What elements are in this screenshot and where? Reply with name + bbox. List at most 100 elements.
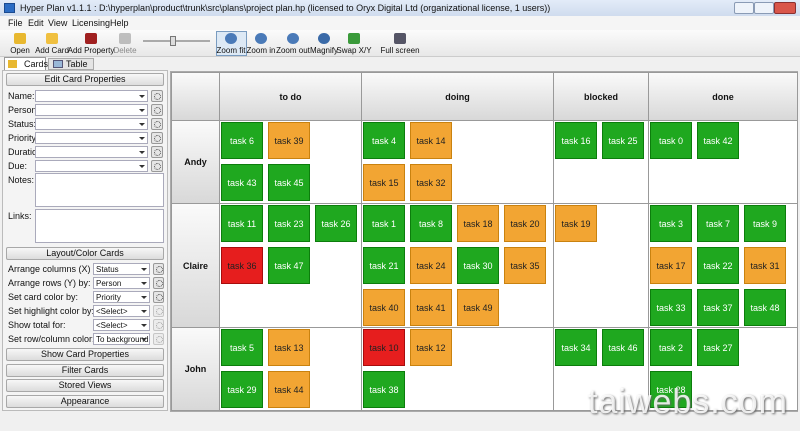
layout-combobox[interactable]: To background [93,333,150,345]
task-card[interactable]: task 9 [744,205,786,242]
field-combobox[interactable] [35,146,148,158]
row-header[interactable]: Andy [171,120,220,204]
task-card[interactable]: task 2 [650,329,692,366]
task-card[interactable]: task 7 [697,205,739,242]
layout-options-button[interactable] [153,277,164,289]
menu-item[interactable]: Licensing [72,18,111,28]
task-card[interactable]: task 44 [268,371,310,408]
layout-options-button[interactable] [153,333,164,345]
field-combobox[interactable] [35,90,148,102]
task-card[interactable]: task 21 [363,247,405,284]
task-card[interactable]: task 13 [268,329,310,366]
task-card[interactable]: task 40 [363,289,405,326]
menu-item[interactable]: View [48,18,68,28]
task-card[interactable]: task 27 [697,329,739,366]
zoom-slider-thumb[interactable] [170,36,176,46]
task-card[interactable]: task 43 [221,164,263,201]
task-card[interactable]: task 35 [504,247,546,284]
task-card[interactable]: task 18 [457,205,499,242]
maximize-button[interactable] [754,2,774,14]
layout-options-button[interactable] [153,263,164,275]
task-card[interactable]: task 49 [457,289,499,326]
panel-button[interactable]: Stored Views [6,379,164,392]
task-card[interactable]: task 41 [410,289,452,326]
field-options-button[interactable] [151,90,163,102]
task-card[interactable]: task 33 [650,289,692,326]
task-card[interactable]: task 23 [268,205,310,242]
row-header[interactable]: John [171,327,220,411]
task-card[interactable]: task 8 [410,205,452,242]
task-card[interactable]: task 12 [410,329,452,366]
task-card[interactable]: task 6 [221,122,263,159]
task-card[interactable]: task 5 [221,329,263,366]
panel-button[interactable]: Appearance [6,394,164,408]
task-card[interactable]: task 38 [363,371,405,408]
layout-options-button[interactable] [153,319,164,331]
task-card[interactable]: task 14 [410,122,452,159]
toolbar-button[interactable]: Zoom in [246,46,276,55]
toolbar-button[interactable]: Zoom fit [216,46,246,55]
field-options-button[interactable] [151,118,163,130]
toolbar-button[interactable]: Swap X/Y [336,46,372,55]
panel-button[interactable]: Show Card Properties [6,348,164,361]
field-combobox[interactable] [35,104,148,116]
close-button[interactable] [774,2,796,14]
field-options-button[interactable] [151,104,163,116]
field-combobox[interactable] [35,118,148,130]
task-card[interactable]: task 45 [268,164,310,201]
task-card[interactable]: task 11 [221,205,263,242]
task-card[interactable]: task 3 [650,205,692,242]
task-card[interactable]: task 28 [650,371,692,408]
field-combobox[interactable] [35,132,148,144]
task-card[interactable]: task 34 [555,329,597,366]
task-card[interactable]: task 16 [555,122,597,159]
task-card[interactable]: task 4 [363,122,405,159]
task-card[interactable]: task 1 [363,205,405,242]
task-card[interactable]: task 31 [744,247,786,284]
task-card[interactable]: task 0 [650,122,692,159]
column-header[interactable]: done [648,72,798,121]
toolbar-button[interactable]: Open [10,46,30,55]
task-card[interactable]: task 39 [268,122,310,159]
task-card[interactable]: task 15 [363,164,405,201]
layout-combobox[interactable]: Priority [93,291,150,303]
field-options-button[interactable] [151,132,163,144]
toolbar-button[interactable]: Delete [113,46,137,55]
minimize-button[interactable] [734,2,754,14]
column-header[interactable]: blocked [553,72,649,121]
task-card[interactable]: task 47 [268,247,310,284]
task-card[interactable]: task 42 [697,122,739,159]
task-card[interactable]: task 10 [363,329,405,366]
task-card[interactable]: task 30 [457,247,499,284]
text-area[interactable] [35,209,164,243]
layout-combobox[interactable]: <Select> [93,319,150,331]
menu-item[interactable]: Help [110,18,129,28]
toolbar-button[interactable]: Magnify [309,46,338,55]
text-area[interactable] [35,173,164,207]
layout-combobox[interactable]: Status [93,263,150,275]
task-card[interactable]: task 29 [221,371,263,408]
section-header[interactable]: Edit Card Properties [6,73,164,86]
layout-combobox[interactable]: <Select> [93,305,150,317]
menu-item[interactable]: Edit [28,18,44,28]
task-card[interactable]: task 37 [697,289,739,326]
task-card[interactable]: task 26 [315,205,357,242]
task-card[interactable]: task 17 [650,247,692,284]
task-card[interactable]: task 19 [555,205,597,242]
menu-item[interactable]: File [8,18,23,28]
task-card[interactable]: task 48 [744,289,786,326]
toolbar-button[interactable]: Add Property [67,46,115,55]
section-header[interactable]: Layout/Color Cards [6,247,164,260]
task-card[interactable]: task 20 [504,205,546,242]
task-card[interactable]: task 22 [697,247,739,284]
field-options-button[interactable] [151,146,163,158]
task-card[interactable]: task 32 [410,164,452,201]
task-card[interactable]: task 24 [410,247,452,284]
task-card[interactable]: task 46 [602,329,644,366]
field-options-button[interactable] [151,160,163,172]
toolbar-button[interactable]: Full screen [380,46,420,55]
task-card[interactable]: task 25 [602,122,644,159]
panel-button[interactable]: Filter Cards [6,363,164,377]
toolbar-button[interactable]: Add Card [35,46,69,55]
toolbar-button[interactable]: Zoom out [276,46,310,55]
